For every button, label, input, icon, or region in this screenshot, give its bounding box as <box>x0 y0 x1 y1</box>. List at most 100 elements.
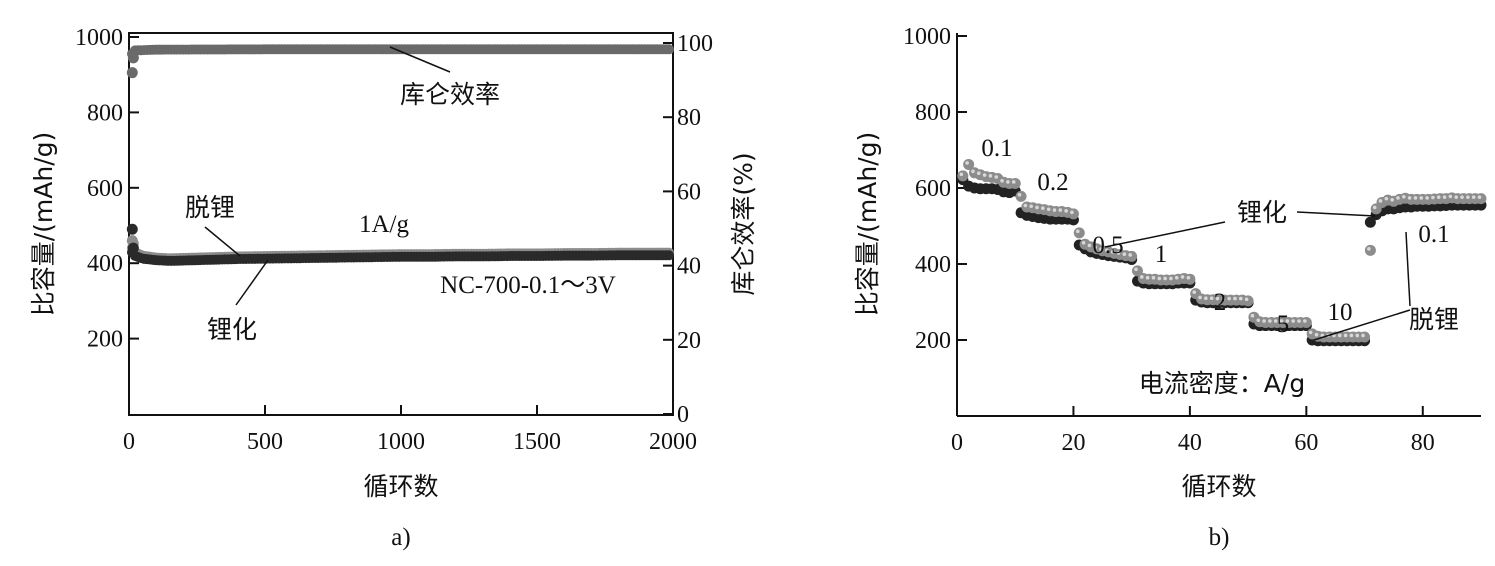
chart-a-ticks: 0 500 1000 1500 2000 200 400 600 800 1000 0 20 40 60 8… <box>75 25 713 455</box>
point-highlight <box>1209 296 1214 301</box>
point-highlight <box>1268 319 1272 323</box>
point-highlight <box>1046 207 1051 212</box>
point-highlight <box>1308 330 1313 335</box>
y-tick-label: 600 <box>915 176 951 202</box>
point-lithiation <box>1300 317 1312 329</box>
point-highlight <box>1250 313 1255 318</box>
y-tick-label: 200 <box>87 327 123 353</box>
x-tick-label: 60 <box>1294 430 1318 456</box>
point-highlight <box>1442 195 1447 199</box>
y-tick-label: 400 <box>87 251 123 277</box>
y-tick-label: 600 <box>87 176 123 202</box>
x-tick-label: 20 <box>1061 430 1085 456</box>
x-tick-label: 0 <box>951 430 963 456</box>
rate-annotation: 1A/g <box>359 211 410 238</box>
point-highlight <box>1355 333 1360 338</box>
point-highlight <box>1204 296 1208 301</box>
rate-label: 2 <box>1214 289 1227 316</box>
rate-label: 5 <box>1277 311 1290 338</box>
x-tick-label: 1500 <box>513 429 561 455</box>
point-highlight <box>1011 180 1016 184</box>
point-lithiation <box>1073 227 1085 239</box>
point-highlight <box>1041 206 1045 210</box>
point-highlight <box>1256 318 1261 323</box>
point-ce <box>127 52 139 64</box>
point-lithiation <box>1126 250 1138 262</box>
rate-label: 0.1 <box>981 135 1012 162</box>
sample-annotation: NC-700-0.1～3V <box>440 272 616 299</box>
x-tick-label: 80 <box>1411 430 1435 456</box>
point-highlight <box>1198 295 1202 300</box>
y2-tick-label: 20 <box>677 328 701 354</box>
point-highlight <box>1029 204 1033 209</box>
chart-b-y-label: 比容量/(mAh/g) <box>853 132 882 317</box>
point-lithiation <box>1475 193 1487 205</box>
point-highlight <box>1402 194 1406 199</box>
point-highlight <box>1000 179 1004 183</box>
y2-tick-label: 40 <box>677 254 701 280</box>
y-tick-label: 200 <box>915 328 951 354</box>
rate-label: 0.1 <box>1418 221 1449 248</box>
point-highlight <box>988 174 993 178</box>
x-tick-label: 2000 <box>649 429 697 455</box>
point-highlight <box>1140 275 1144 279</box>
point-highlight <box>1215 296 1220 301</box>
point-highlight <box>1454 195 1459 199</box>
delith-leader-line-b3 <box>1405 231 1409 271</box>
point-highlight <box>1064 209 1068 213</box>
point-highlight <box>1343 333 1348 338</box>
y2-tick-label: 80 <box>677 105 701 131</box>
point-highlight <box>1273 319 1278 323</box>
chart-b-panel-label: b) <box>1209 524 1230 551</box>
y2-tick-label: 60 <box>677 179 701 205</box>
point-highlight <box>1186 275 1191 280</box>
chart-b: 0 20 40 60 80 200 400 600 800 1000 比容量/(mAh/g) 循环… <box>853 24 1487 551</box>
point-highlight <box>1052 208 1057 212</box>
lith-annotation-b: 锂化 <box>1237 198 1287 227</box>
point-highlight <box>1151 275 1156 280</box>
point-lithiation <box>1015 190 1027 202</box>
rate-title: 电流密度：A/g <box>1139 369 1305 398</box>
point-highlight <box>1361 333 1365 338</box>
chart-b-ticks: 0 20 40 60 80 200 400 600 800 1000 <box>903 24 1435 456</box>
point-highlight <box>1396 196 1400 200</box>
lith-leader-line <box>235 259 269 306</box>
point-highlight <box>1460 195 1464 199</box>
point-highlight <box>1134 267 1138 272</box>
point-highlight <box>1291 319 1295 323</box>
point-ce <box>126 67 138 79</box>
y2-tick-label: 0 <box>677 402 689 428</box>
chart-a-points <box>126 44 674 266</box>
point-delithiation <box>126 223 138 235</box>
point-lithiation <box>1184 273 1196 285</box>
point-highlight <box>1390 198 1394 202</box>
point-highlight <box>1227 296 1231 301</box>
chart-a: 0 500 1000 1500 2000 200 400 600 800 1000 0 20 40 60 8… <box>29 25 758 551</box>
lith-annotation: 锂化 <box>207 315 257 344</box>
point-highlight <box>1384 196 1389 201</box>
point-highlight <box>1233 296 1237 301</box>
point-highlight <box>959 172 964 177</box>
point-highlight <box>982 173 987 177</box>
point-highlight <box>1471 195 1476 199</box>
point-highlight <box>1006 180 1010 184</box>
point-highlight <box>1303 319 1307 323</box>
point-highlight <box>1174 275 1179 280</box>
y2-tick-label: 100 <box>677 31 713 57</box>
point-highlight <box>1169 276 1173 281</box>
rate-label: 0.2 <box>1037 169 1068 196</box>
point-highlight <box>1087 243 1092 248</box>
point-highlight <box>1157 276 1162 281</box>
point-highlight <box>1081 240 1086 245</box>
point-highlight <box>1477 195 1482 199</box>
x-tick-label: 40 <box>1178 430 1202 456</box>
point-highlight <box>1070 210 1074 215</box>
point-highlight <box>1017 193 1022 197</box>
x-tick-label: 1000 <box>377 429 425 455</box>
point-delithiation <box>1364 216 1376 228</box>
point-highlight <box>1436 195 1441 199</box>
point-highlight <box>1419 196 1424 200</box>
chart-a-y2-label: 库仑效率(%) <box>729 152 758 295</box>
point-highlight <box>994 175 999 179</box>
